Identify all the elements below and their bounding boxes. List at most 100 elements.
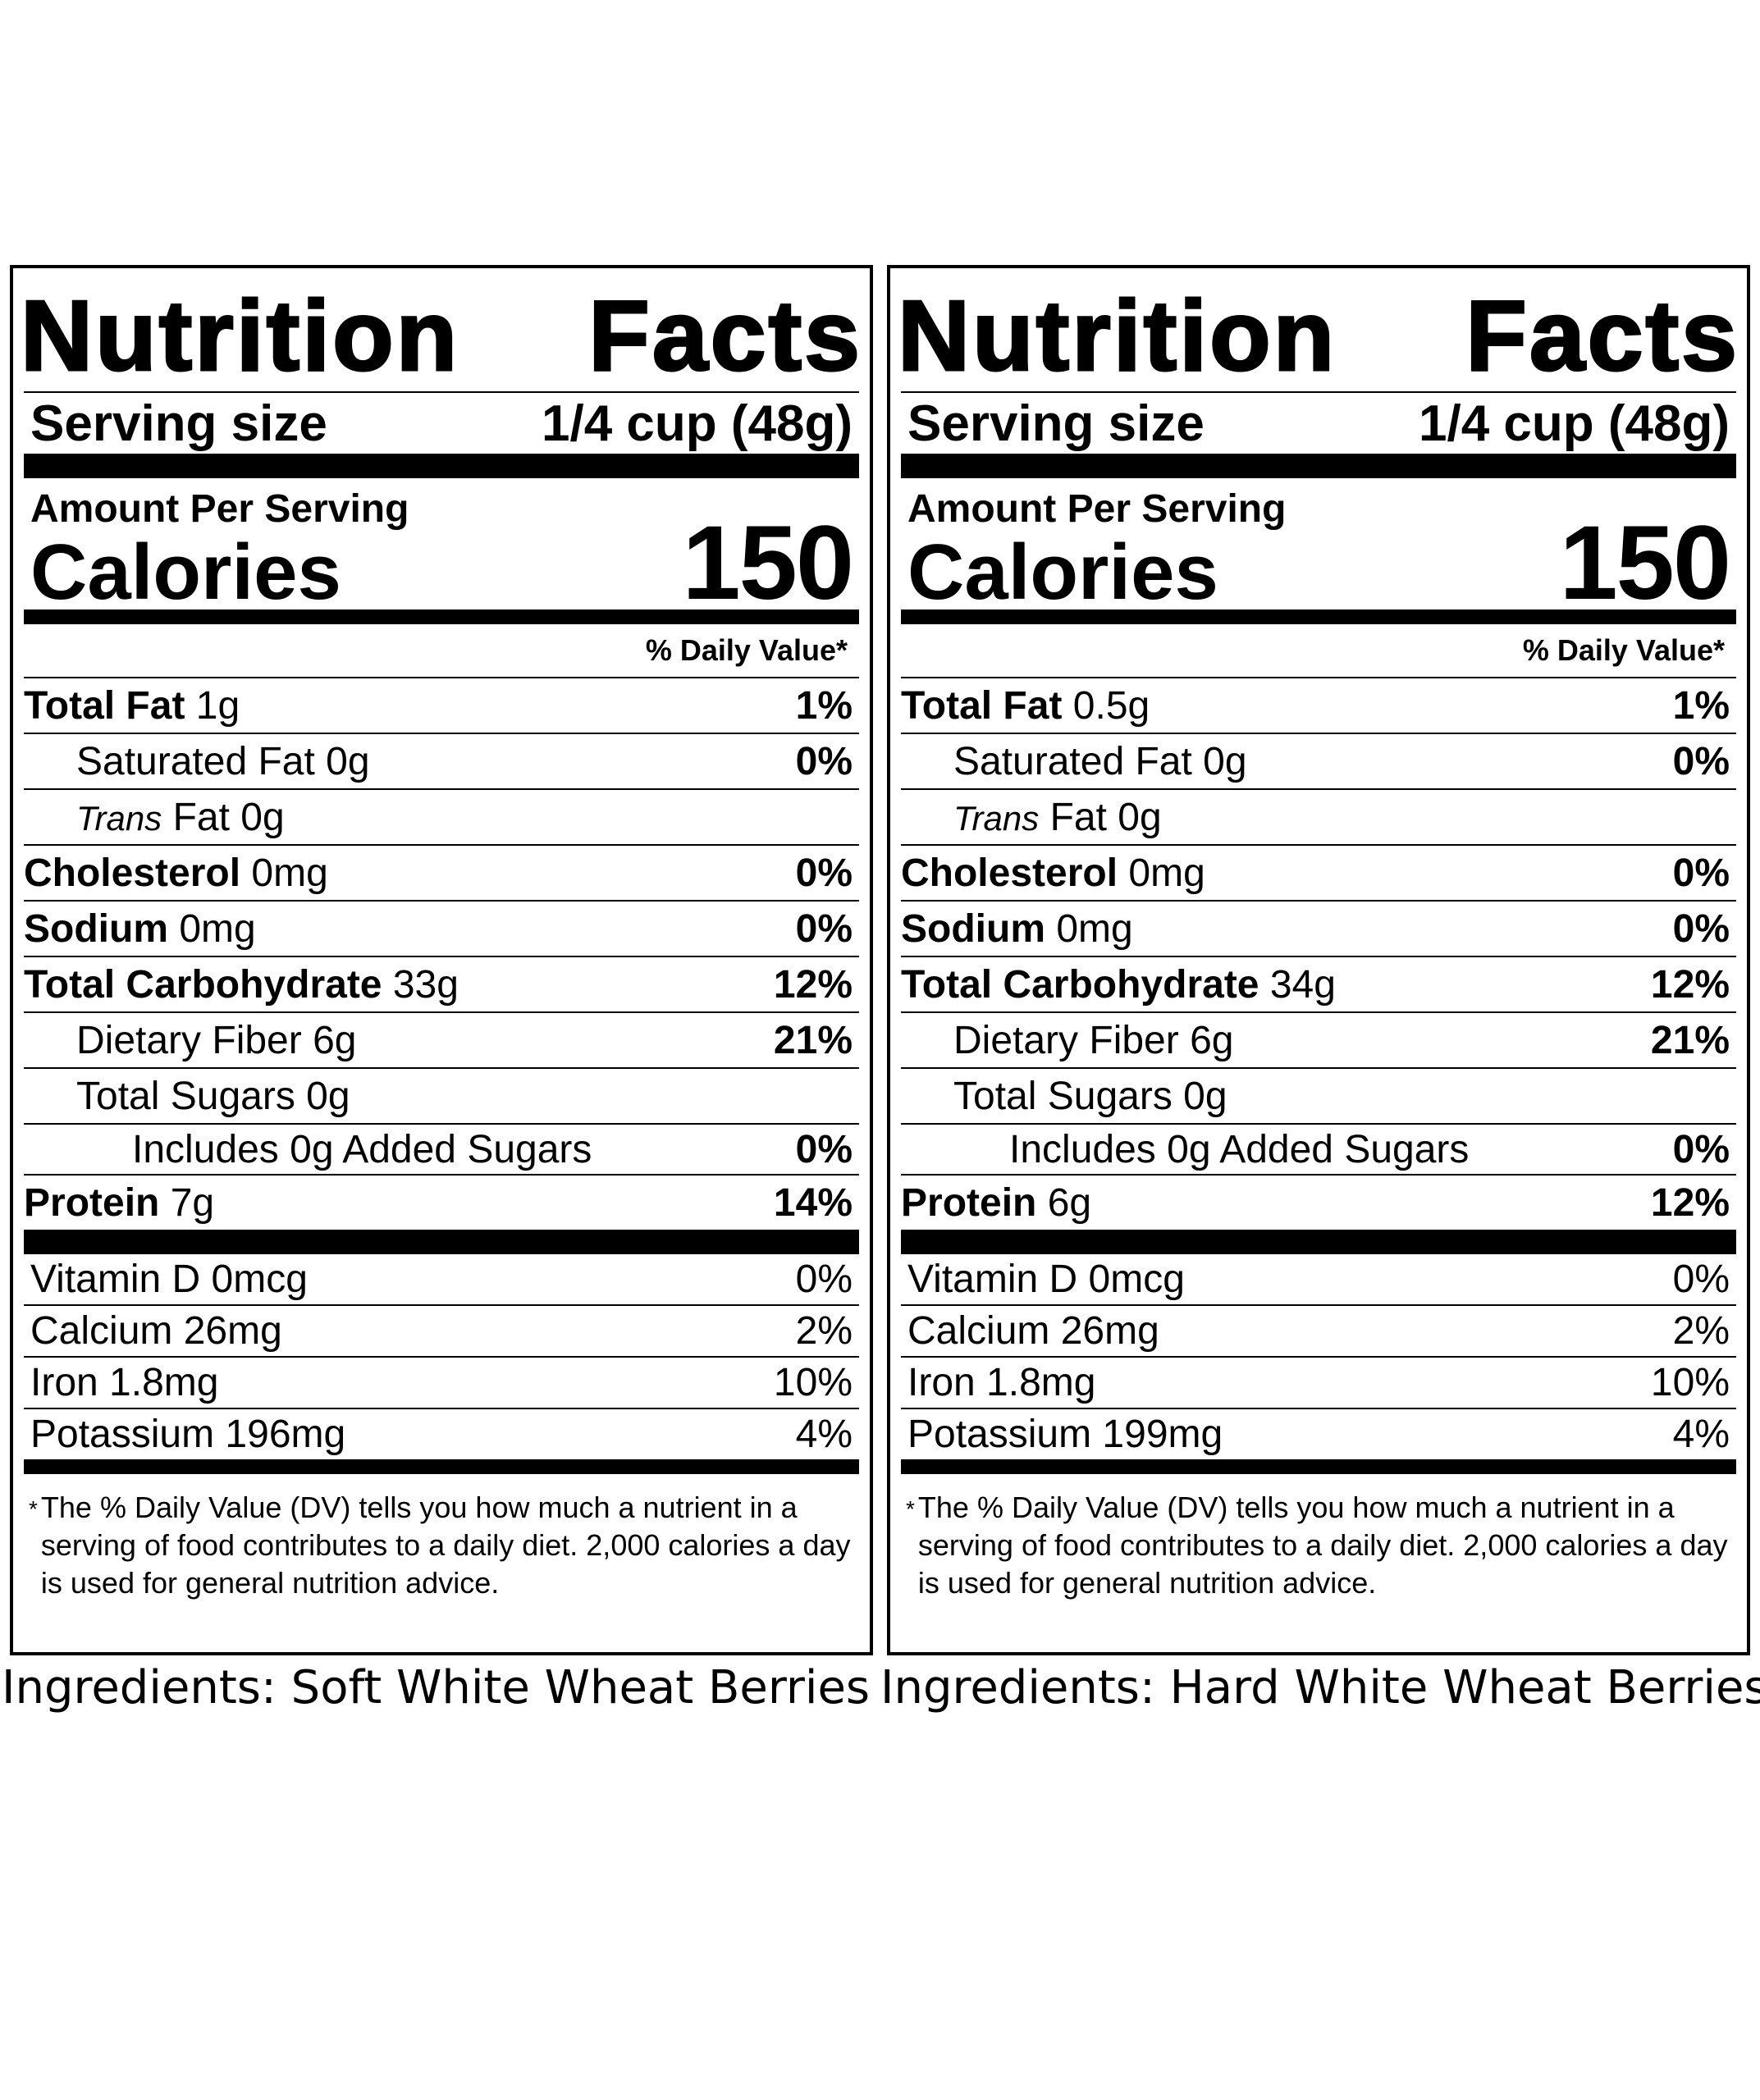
serving-size-row: Serving size 1/4 cup (48g) [901,393,1736,454]
title-word-nutrition: Nutrition [19,280,460,391]
nutrient-name: Dietary Fiber 6g [76,1018,357,1062]
nutrient-name: Total Carbohydrate [901,962,1259,1007]
vitamin-row-vitamin-d: Vitamin D 0mcg 0% [24,1254,859,1304]
nutrient-name: Cholesterol [901,851,1118,895]
thick-divider [24,1230,859,1254]
vitamin-row-calcium: Calcium 26mg 2% [24,1304,859,1356]
medium-divider [901,1459,1736,1474]
nutrient-row-total-sugars: Total Sugars 0g [24,1067,859,1123]
nutrient-name: Total Fat [901,683,1063,728]
nutrient-row-total-fat: Total Fat 0.5g 1% [901,677,1736,733]
nutrient-name: Cholesterol [24,851,241,895]
nutrient-amount: 0.5g [1072,683,1150,728]
nutrient-row-sodium: Sodium 0mg 0% [901,900,1736,956]
nutrient-dv: 1% [795,683,853,728]
amount-per-serving: Amount Per Serving [30,487,409,531]
calories-section: Amount Per Serving Calories 150 [901,478,1736,622]
nutrient-name-italic: Trans [76,798,162,838]
nutrient-name: Fat 0g [1049,795,1162,839]
nutrient-amount: 33g [392,962,459,1007]
footnote-text: The % Daily Value (DV) tells you how muc… [40,1491,851,1600]
vitamin-dv: 0% [1672,1258,1730,1301]
daily-value-footnote: * The % Daily Value (DV) tells you how m… [24,1474,859,1602]
nutrient-row-added-sugars: Includes 0g Added Sugars 0% [24,1123,859,1174]
vitamin-row-calcium: Calcium 26mg 2% [901,1304,1736,1356]
nutrient-name: Sodium [901,906,1045,951]
calories-section: Amount Per Serving Calories 150 [24,478,859,622]
nutrient-name: Total Sugars 0g [953,1074,1227,1118]
vitamin-row-vitamin-d: Vitamin D 0mcg 0% [901,1254,1736,1304]
nutrient-row-total-carbohydrate: Total Carbohydrate 34g 12% [901,956,1736,1011]
nutrient-dv: 12% [1650,962,1730,1007]
nutrient-name: Includes 0g Added Sugars [132,1127,592,1171]
thick-divider [901,454,1736,478]
nutrient-row-saturated-fat: Saturated Fat 0g 0% [24,733,859,788]
daily-value-header: % Daily Value* [645,633,848,667]
vitamin-dv: 4% [795,1413,853,1456]
title-word-facts: Facts [1465,280,1739,391]
nutrient-amount: 1g [195,683,240,728]
nutrient-amount: 34g [1269,962,1336,1007]
nutrient-amount: 0mg [251,851,328,895]
nutrient-dv: 0% [1672,1127,1730,1171]
vitamin-name: Potassium 196mg [30,1413,346,1456]
nutrient-row-sodium: Sodium 0mg 0% [24,900,859,956]
medium-divider [901,609,1736,624]
nutrient-name: Sodium [24,906,168,951]
serving-size-label: Serving size [907,395,1205,452]
nutrient-row-dietary-fiber: Dietary Fiber 6g 21% [901,1011,1736,1067]
calories-value: 150 [1559,504,1731,622]
vitamin-name: Calcium 26mg [907,1309,1159,1353]
nutrient-row-cholesterol: Cholesterol 0mg 0% [24,844,859,900]
calories-label: Calories [907,528,1218,616]
ingredients-soft-wheat: Ingredients: Soft White Wheat Berries [2,1661,871,1714]
vitamin-name: Iron 1.8mg [907,1361,1096,1404]
vitamin-dv: 10% [1650,1361,1730,1404]
nutrient-amount: 7g [170,1180,215,1225]
ingredients-hard-wheat: Ingredients: Hard White Wheat Berries [880,1661,1760,1714]
footnote-text: The % Daily Value (DV) tells you how muc… [917,1491,1728,1600]
nutrient-name: Includes 0g Added Sugars [1009,1127,1470,1171]
vitamin-dv: 0% [795,1258,853,1301]
vitamin-name: Vitamin D 0mcg [30,1258,308,1301]
nutrient-dv: 12% [773,962,853,1007]
serving-size-value: 1/4 cup (48g) [542,395,853,452]
nutrient-row-protein: Protein 7g 14% [24,1174,859,1230]
nutrient-row-saturated-fat: Saturated Fat 0g 0% [901,733,1736,788]
serving-size-label: Serving size [30,395,327,452]
footnote-asterisk: * [29,1496,38,1522]
nutrient-amount: 0mg [1056,906,1133,951]
vitamin-row-potassium: Potassium 196mg 4% [24,1408,859,1459]
nutrition-facts-title: Nutrition Facts [896,280,1739,391]
title-word-nutrition: Nutrition [896,280,1337,391]
footnote-asterisk: * [906,1496,915,1522]
calories-label: Calories [30,528,341,616]
nutrient-name: Fat 0g [172,795,285,839]
nutrient-dv: 0% [1672,906,1730,951]
nutrient-name: Protein [24,1180,160,1225]
serving-size-row: Serving size 1/4 cup (48g) [24,393,859,454]
nutrition-facts-title: Nutrition Facts [19,280,862,391]
nutrient-name: Saturated Fat 0g [953,739,1247,783]
vitamin-dv: 2% [795,1309,853,1353]
nutrient-row-added-sugars: Includes 0g Added Sugars 0% [901,1123,1736,1174]
nutrient-dv: 14% [773,1180,853,1225]
nutrient-dv: 0% [795,851,853,895]
nutrient-row-total-fat: Total Fat 1g 1% [24,677,859,733]
thick-divider [24,454,859,478]
nutrient-dv: 21% [1650,1018,1730,1062]
nutrient-row-dietary-fiber: Dietary Fiber 6g 21% [24,1011,859,1067]
daily-value-footnote: * The % Daily Value (DV) tells you how m… [901,1474,1736,1602]
title-word-facts: Facts [587,280,862,391]
nutrient-row-total-carbohydrate: Total Carbohydrate 33g 12% [24,956,859,1011]
amount-per-serving: Amount Per Serving [907,487,1287,531]
nutrient-amount: 0mg [179,906,256,951]
serving-size-value: 1/4 cup (48g) [1419,395,1730,452]
nutrient-dv: 1% [1672,683,1730,728]
vitamin-dv: 4% [1672,1413,1730,1456]
vitamin-name: Vitamin D 0mcg [907,1258,1185,1301]
nutrient-name: Protein [901,1180,1037,1225]
nutrient-name: Saturated Fat 0g [76,739,370,783]
vitamin-row-potassium: Potassium 199mg 4% [901,1408,1736,1459]
nutrition-label-hard-wheat: Nutrition Facts Serving size 1/4 cup (48… [887,265,1750,1655]
